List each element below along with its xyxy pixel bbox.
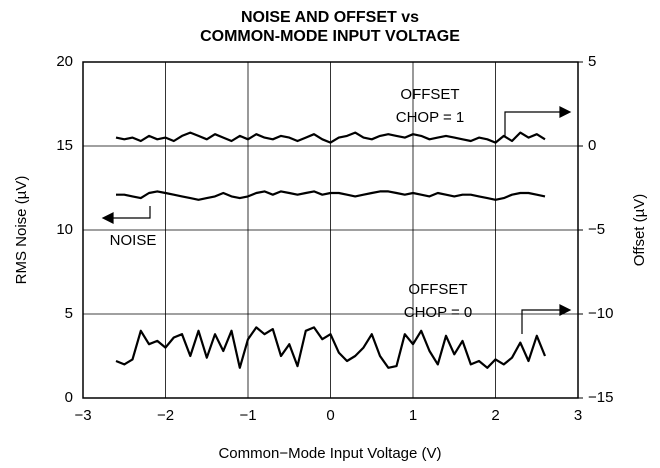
chart-title: NOISE AND OFFSET vs xyxy=(241,9,419,26)
y2-tick-label: −15 xyxy=(588,389,613,406)
chart-title: COMMON-MODE INPUT VOLTAGE xyxy=(200,28,460,45)
y-tick-label: 10 xyxy=(56,221,73,238)
annotation: OFFSET xyxy=(400,86,459,103)
y-tick-label: 0 xyxy=(65,389,73,406)
y-axis-label: RMS Noise (µV) xyxy=(13,176,30,285)
series-line xyxy=(116,190,546,201)
arrows xyxy=(101,106,572,334)
arrow-head xyxy=(559,106,572,118)
y2-tick-label: 0 xyxy=(588,137,596,154)
annotation: OFFSET xyxy=(408,281,467,298)
series-label: NOISE xyxy=(110,232,157,249)
y-tick-label: 20 xyxy=(56,53,73,70)
x-tick-label: 3 xyxy=(574,407,582,424)
series-line xyxy=(115,131,546,144)
arrow-head xyxy=(559,304,572,316)
x-axis-label: Common−Mode Input Voltage (V) xyxy=(218,445,441,462)
x-tick-label: −1 xyxy=(239,407,256,424)
y-tick-label: 5 xyxy=(65,305,73,322)
y2-tick-label: 5 xyxy=(588,53,596,70)
arrow xyxy=(504,111,560,136)
x-tick-label: −2 xyxy=(157,407,174,424)
x-tick-label: 2 xyxy=(491,407,499,424)
y2-axis-label: Offset (µV) xyxy=(631,194,648,267)
series-line xyxy=(115,326,547,369)
y2-tick-label: −5 xyxy=(588,221,605,238)
x-tick-label: 1 xyxy=(409,407,417,424)
plot-frame xyxy=(82,61,579,399)
y2-tick-label: −10 xyxy=(588,305,613,322)
arrow xyxy=(113,206,151,219)
series-label: CHOP = 0 xyxy=(404,304,473,321)
y-tick-label: 15 xyxy=(56,137,73,154)
x-tick-label: −3 xyxy=(74,407,91,424)
arrow xyxy=(521,309,560,334)
x-tick-label: 0 xyxy=(326,407,334,424)
series-label: CHOP = 1 xyxy=(396,109,465,126)
arrow-head xyxy=(101,212,114,224)
